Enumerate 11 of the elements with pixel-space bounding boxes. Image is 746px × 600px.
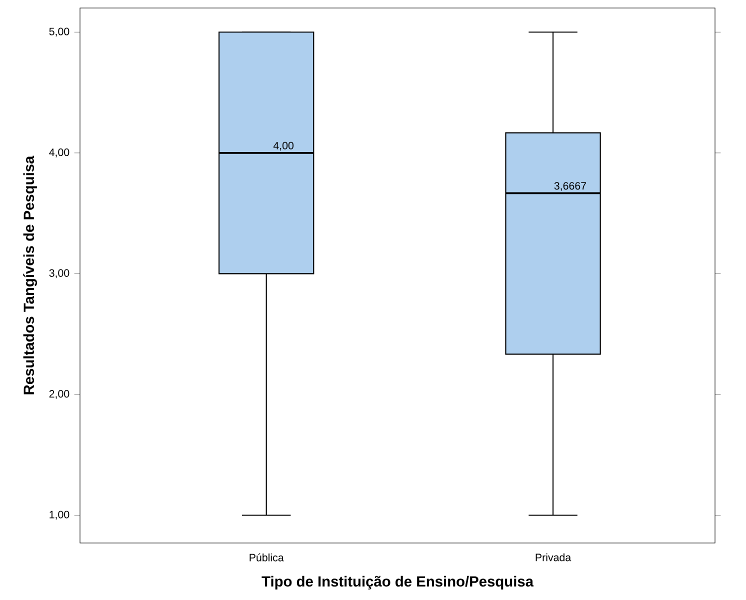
annotation: 3,6667	[554, 182, 586, 191]
y-tick-label: 1,00	[50, 510, 70, 520]
y-tick-label: 2,00	[49, 390, 70, 399]
y-tick-label: 4,00	[49, 148, 70, 158]
annotation: 4,00	[273, 142, 294, 151]
x-axis-title: Tipo de Instituição de Ensino/Pesquisa	[262, 576, 534, 590]
x-tick-label: Privada	[536, 553, 572, 562]
y-axis-title: Resultados Tangíveis de Pesquisa	[23, 156, 38, 394]
y-tick-label: 5,00	[49, 28, 70, 37]
x-tick-label: Pública	[250, 553, 284, 562]
y-tick-label: 3,00	[49, 269, 70, 278]
